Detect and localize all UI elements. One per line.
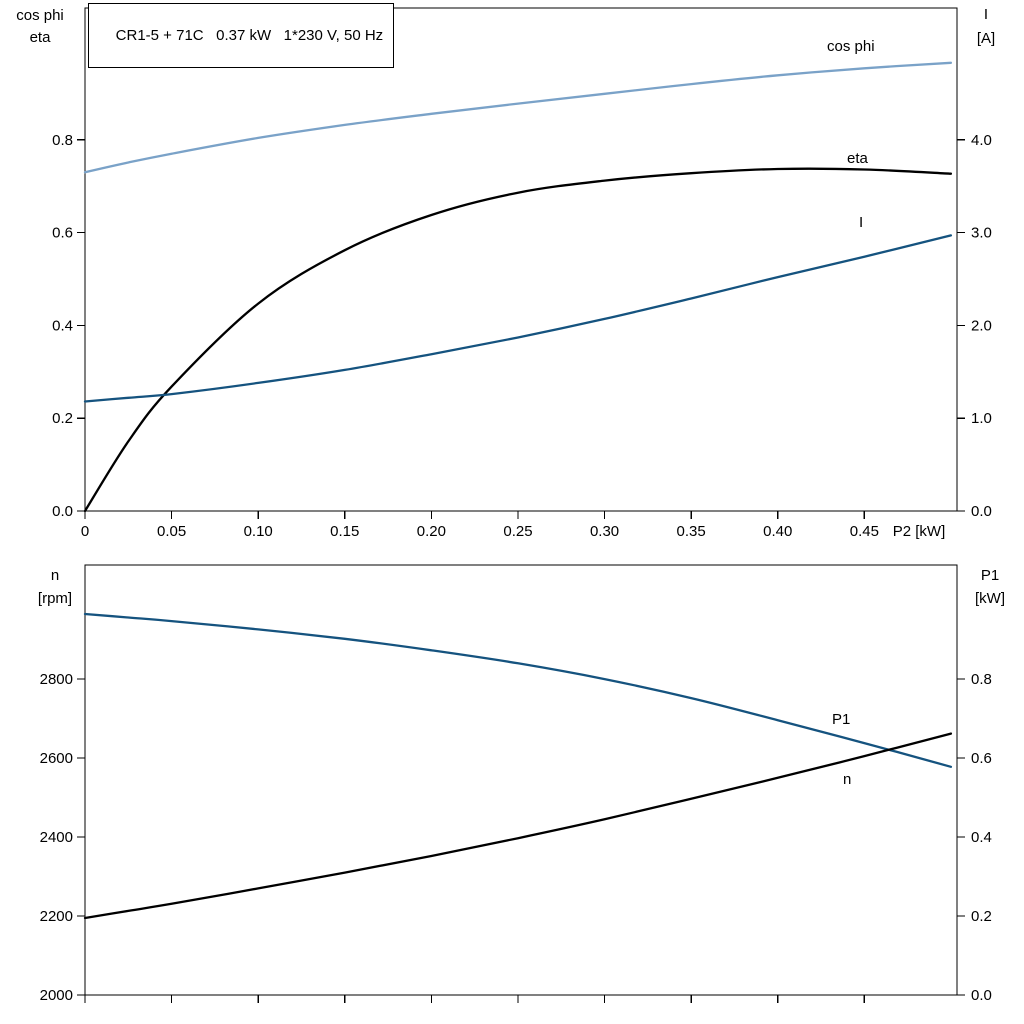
right-axis-title-line1: I bbox=[984, 6, 988, 23]
left-axis-title-line1: n bbox=[51, 567, 59, 584]
plot-frame-motor-electrical bbox=[84, 7, 958, 512]
left-axis-tick-label: 2400 bbox=[40, 829, 73, 846]
left-axis-tick-label: 0.2 bbox=[52, 410, 73, 427]
left-axis-tick-label: 2800 bbox=[40, 671, 73, 688]
x-axis-label: P2 [kW] bbox=[893, 523, 946, 540]
curve-cos-phi bbox=[83, 61, 953, 174]
chart-title-box: CR1-5 + 71C 0.37 kW 1*230 V, 50 Hz bbox=[88, 3, 395, 68]
x-tick-label: 0.20 bbox=[417, 523, 446, 540]
curve-label-i: I bbox=[859, 214, 863, 231]
x-tick-label: 0.15 bbox=[330, 523, 359, 540]
right-axis-tick-label: 0.4 bbox=[971, 829, 992, 846]
right-axis-tick-label: 2.0 bbox=[971, 317, 992, 334]
right-axis-tick-label: 4.0 bbox=[971, 132, 992, 149]
x-tick-label: 0.45 bbox=[850, 523, 879, 540]
x-tick-label: 0.10 bbox=[244, 523, 273, 540]
x-tick-label: 0.30 bbox=[590, 523, 619, 540]
curve-label-eta: eta bbox=[847, 150, 869, 167]
right-axis-tick-label: 0.2 bbox=[971, 908, 992, 925]
curve-i bbox=[83, 234, 953, 403]
left-axis-tick-label: 2600 bbox=[40, 750, 73, 767]
curve-p1 bbox=[83, 732, 953, 920]
left-axis-tick-label: 0.4 bbox=[52, 317, 73, 334]
chart-title: CR1-5 + 71C 0.37 kW 1*230 V, 50 Hz bbox=[115, 27, 384, 44]
curve-n bbox=[83, 612, 953, 768]
left-axis-tick-label: 0.8 bbox=[52, 132, 73, 149]
left-axis-title-line2: eta bbox=[30, 29, 52, 46]
plot-motor-electrical: 0 0.05 0.10 0.15 0.20 0.25 0.30 0.35 0.40 0.45 P2 … bbox=[16, 6, 995, 540]
left-axis-tick-label: 0.6 bbox=[52, 225, 73, 242]
right-axis-tick-label: 0.0 bbox=[971, 503, 992, 520]
x-tick-label: 0 bbox=[81, 523, 89, 540]
curve-eta bbox=[83, 167, 953, 513]
left-axis-tick-label: 2200 bbox=[40, 908, 73, 925]
left-axis-title-line1: cos phi bbox=[16, 7, 64, 24]
plot-frame-speed-power bbox=[84, 564, 958, 996]
right-axis-tick-label: 0.0 bbox=[971, 987, 992, 1004]
left-axis-tick-label: 2000 bbox=[40, 987, 73, 1004]
right-axis-tick-label: 0.6 bbox=[971, 750, 992, 767]
x-tick-label: 0.35 bbox=[677, 523, 706, 540]
right-axis-title-line2: [A] bbox=[977, 30, 995, 47]
curve-label-p1: P1 bbox=[832, 711, 850, 728]
x-tick-label: 0.40 bbox=[763, 523, 792, 540]
right-axis-title-line1: P1 bbox=[981, 567, 999, 584]
left-axis-tick-label: 0.0 bbox=[52, 503, 73, 520]
left-axis-title-line2: [rpm] bbox=[38, 590, 72, 607]
right-axis-title-line2: [kW] bbox=[975, 590, 1005, 607]
right-axis-tick-label: 3.0 bbox=[971, 225, 992, 242]
x-tick-label: 0.05 bbox=[157, 523, 186, 540]
right-axis-tick-label: 1.0 bbox=[971, 410, 992, 427]
plot-speed-power: 2000 2200 2400 2600 2800 0.0 0.2 0.4 0.6 0.8 n [rpm… bbox=[38, 564, 1005, 1004]
curve-label-n: n bbox=[843, 771, 851, 788]
right-axis-tick-label: 0.8 bbox=[971, 671, 992, 688]
x-tick-label: 0.25 bbox=[503, 523, 532, 540]
curve-label-cos-phi: cos phi bbox=[827, 38, 875, 55]
